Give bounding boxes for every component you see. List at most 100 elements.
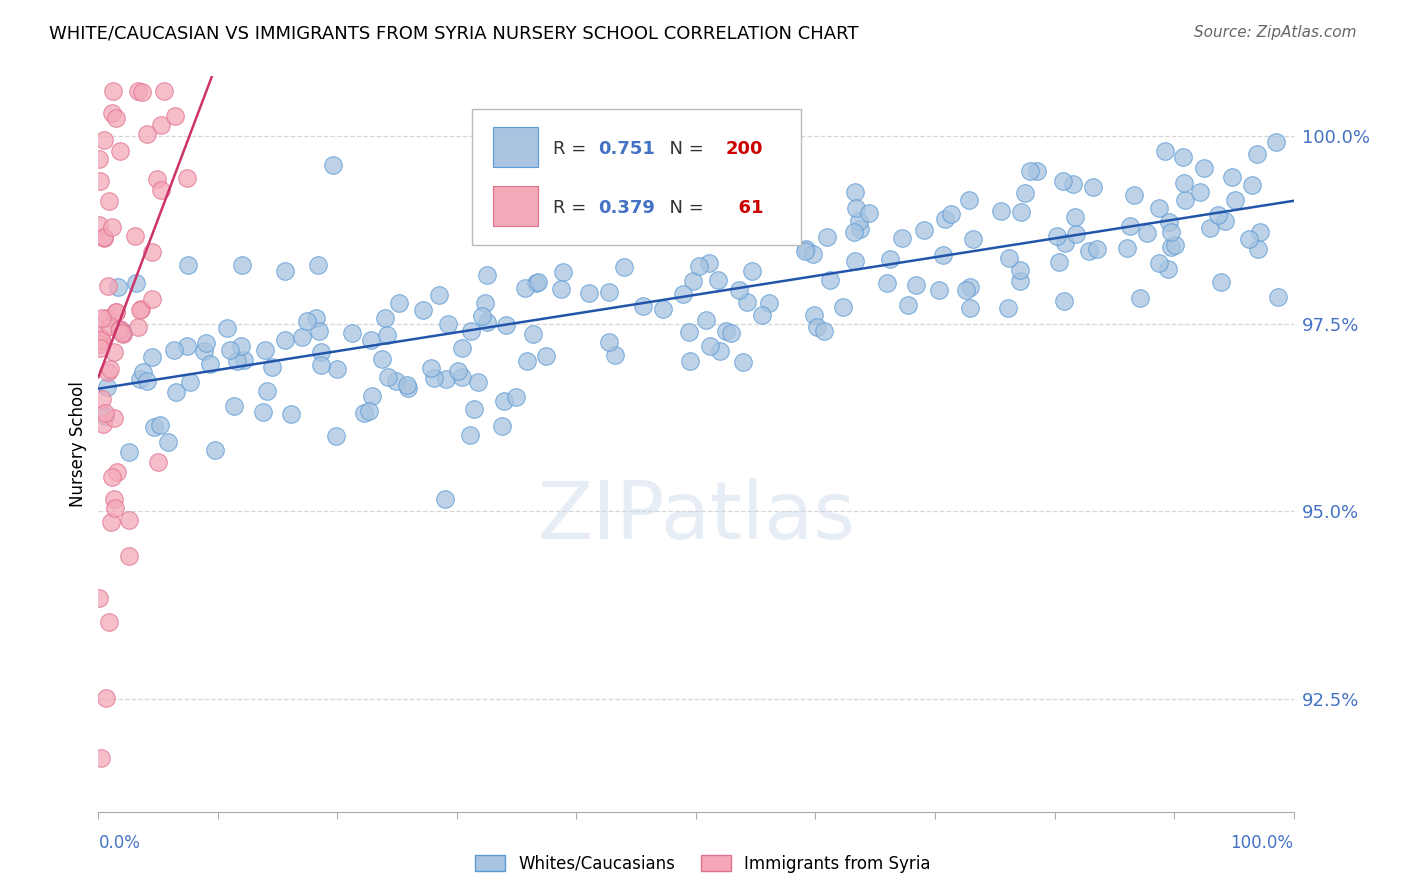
Point	[613, 260, 636, 274]
Point	[751, 309, 773, 323]
Point	[1046, 229, 1069, 244]
Text: 0.751: 0.751	[598, 140, 655, 158]
Point	[1008, 262, 1031, 277]
Point	[295, 314, 318, 328]
Point	[311, 344, 333, 359]
Point	[129, 302, 152, 317]
Point	[377, 328, 399, 343]
Point	[96, 311, 118, 326]
Point	[93, 229, 115, 244]
Point	[815, 229, 838, 244]
Point	[163, 343, 186, 358]
Point	[307, 258, 329, 272]
Point	[727, 283, 749, 297]
Point	[1241, 178, 1264, 193]
Point	[1159, 214, 1181, 228]
Point	[934, 212, 956, 227]
Point	[1010, 275, 1032, 289]
Point	[91, 417, 114, 431]
Point	[1249, 225, 1271, 239]
Point	[801, 246, 824, 260]
Point	[451, 341, 474, 355]
Point	[97, 365, 120, 379]
Point	[471, 310, 494, 324]
Point	[1047, 254, 1070, 268]
Point	[256, 384, 278, 398]
Point	[165, 109, 187, 123]
Point	[890, 231, 912, 245]
Point	[672, 287, 695, 301]
Point	[463, 401, 485, 416]
Point	[325, 429, 347, 443]
Point	[100, 106, 122, 120]
Point	[231, 258, 253, 272]
FancyBboxPatch shape	[472, 109, 801, 245]
Point	[551, 265, 574, 279]
Point	[458, 427, 481, 442]
Point	[1211, 275, 1233, 289]
Point	[165, 385, 187, 400]
Point	[436, 371, 458, 385]
Text: 0.379: 0.379	[598, 199, 655, 217]
Point	[395, 378, 418, 392]
Point	[91, 392, 114, 407]
Point	[876, 277, 898, 291]
Point	[845, 201, 868, 215]
Point	[198, 357, 221, 371]
Point	[371, 352, 394, 367]
Point	[118, 444, 141, 458]
Point	[550, 282, 572, 296]
Point	[225, 354, 247, 368]
Point	[905, 277, 928, 292]
Point	[475, 315, 498, 329]
Point	[103, 345, 125, 359]
Point	[1163, 237, 1185, 252]
Point	[90, 333, 112, 347]
Point	[1213, 213, 1236, 227]
Point	[803, 308, 825, 322]
Point	[274, 334, 297, 348]
Point	[818, 273, 841, 287]
Point	[131, 85, 153, 99]
Point	[90, 331, 112, 345]
Point	[90, 311, 112, 326]
Point	[117, 549, 139, 564]
Point	[96, 380, 118, 394]
Text: 100.0%: 100.0%	[1230, 834, 1294, 852]
Point	[98, 362, 121, 376]
Bar	[494, 186, 538, 227]
Point	[1198, 221, 1220, 235]
Text: R =: R =	[553, 199, 592, 217]
Point	[254, 343, 277, 358]
Point	[1019, 164, 1042, 178]
Point	[939, 207, 962, 221]
Point	[124, 228, 146, 243]
Point	[260, 360, 283, 375]
Point	[682, 274, 704, 288]
Point	[897, 297, 920, 311]
Point	[127, 319, 149, 334]
Point	[111, 327, 134, 342]
Point	[129, 302, 152, 317]
Point	[735, 294, 758, 309]
Point	[578, 286, 600, 301]
Point	[720, 326, 742, 340]
Point	[156, 434, 179, 449]
Point	[1062, 177, 1084, 191]
Point	[204, 443, 226, 458]
Point	[388, 296, 411, 310]
Point	[1077, 244, 1099, 258]
Point	[94, 406, 117, 420]
Point	[844, 254, 866, 268]
Point	[1052, 174, 1074, 188]
Point	[707, 273, 730, 287]
Point	[796, 242, 818, 256]
Point	[709, 343, 731, 358]
Text: Source: ZipAtlas.com: Source: ZipAtlas.com	[1194, 25, 1357, 40]
Point	[1129, 291, 1152, 305]
Point	[128, 372, 150, 386]
Point	[308, 324, 330, 338]
Point	[697, 256, 720, 270]
Point	[806, 320, 828, 334]
Point	[385, 374, 408, 388]
